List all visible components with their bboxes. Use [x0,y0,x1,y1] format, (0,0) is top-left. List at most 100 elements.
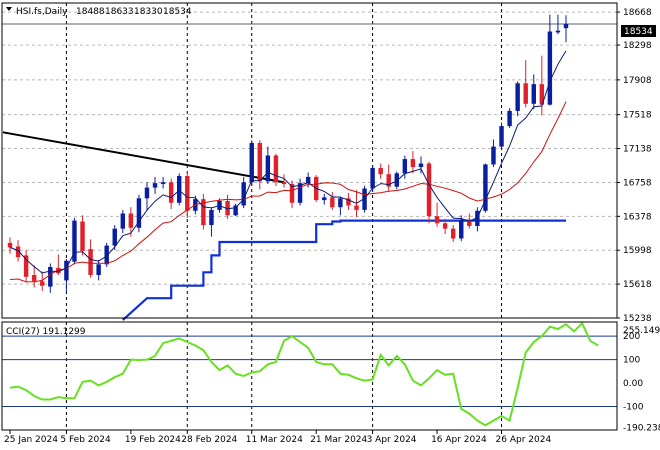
candle-body [281,182,287,185]
candle-body [72,220,77,262]
header-high: 18633 [105,7,134,17]
price-axis: 18668 18298 17908 17518 17138 16758 16378 15998… [617,8,652,324]
time-tick-label: 3 Apr 2024 [367,435,417,445]
fast-moving-average [9,50,567,274]
moving-averages [9,50,567,283]
candle-body [378,167,383,175]
cci-tick-label: 100 [623,356,640,366]
candle-body [338,198,343,208]
candle-body [394,173,399,187]
candle-body [555,30,561,33]
cci-tick-label: -190.2384 [623,424,660,434]
price-tick-label: 15998 [623,246,652,256]
candle-body [273,155,279,183]
candle-body [23,255,29,277]
trendline [2,131,285,184]
candle-body [410,159,416,168]
candle-body [386,174,391,187]
indicator-axis: 255.1494200 100 0.00 -100 -190.2384 [623,326,660,434]
time-tick-label: 11 Mar 2024 [246,435,303,445]
time-tick-label: 26 Apr 2024 [496,435,552,445]
candle-body [483,164,488,211]
candle-body [241,182,246,206]
candle-body [15,246,21,258]
candle-body [128,213,134,228]
candle-body [547,31,553,105]
last-price-badge [621,25,656,37]
candle-body [475,210,480,226]
candle-body [539,84,545,105]
header-open: 18488 [76,7,105,17]
time-tick-label: 28 Feb 2024 [181,435,237,445]
candle-body [499,126,504,147]
cci-tick-label: 200 [623,332,640,342]
cci-line [9,321,599,427]
candle-body [160,182,166,185]
indicator-panel-border [1,321,618,431]
time-tick-label: 25 Jan 2024 [4,435,58,445]
cci-tick-label: -100 [623,403,644,413]
candle-body [362,188,367,210]
time-tick-label: 21 Mar 2024 [310,435,367,445]
candle-body [225,200,230,216]
candle-body [201,199,206,226]
collapse-triangle-icon[interactable] [6,7,12,11]
candle-body [249,143,254,183]
price-tick-label: 15618 [623,280,652,290]
candle-body [297,183,303,203]
price-panel-border [1,2,618,319]
time-tick-label: 19 Feb 2024 [125,435,181,445]
candle-body [112,228,117,246]
header-low: 18330 [134,7,163,17]
price-grid [2,3,617,319]
price-tick-label: 16378 [623,212,652,222]
candle-body [515,83,520,111]
candle-body [31,275,37,282]
last-price-marker: 18534 [621,25,656,37]
candle-body [257,143,263,182]
candle-body [507,110,512,127]
trailing-stop-path [122,219,566,321]
price-tick-label: 18668 [623,8,652,18]
candle-body [322,197,327,201]
candle-body [104,245,109,265]
descending-trendline [2,131,285,184]
candle-body [450,228,456,239]
candle-body [434,216,440,224]
candle-body [305,176,311,184]
price-tick-label: 16758 [623,178,652,188]
candle-body [48,266,53,287]
cci-tick-label: 255.1494 [623,326,660,336]
candle-body [144,187,150,199]
candle-body [330,197,335,208]
chart-frame [1,2,618,431]
header-symbol: HSI.fs,Daily [16,7,68,17]
candle-body [442,223,448,229]
candle-body [177,176,182,203]
slow-moving-average [9,101,567,283]
chart-header: HSI.fs,Daily 18488 18633 18330 18534 [6,7,192,17]
cci-polyline [9,321,599,427]
price-tick-label: 18298 [623,41,652,51]
indicator-grid [2,322,617,430]
candle-body [467,219,472,226]
candle-body [136,198,142,228]
candle-body [426,163,432,217]
trailing-stop-line [122,219,566,321]
candle-body [64,260,69,281]
candle-body [402,159,408,174]
candle-body [531,84,536,104]
price-tick-label: 17908 [623,76,652,86]
candle-body [354,205,359,210]
candle-body [185,176,190,211]
cci-tick-label: 0.00 [623,379,643,389]
candle-body [40,281,45,286]
price-tick-label: 17138 [623,145,652,155]
time-axis: 25 Jan 2024 5 Feb 2024 19 Feb 2024 28 Feb 2… [4,430,551,445]
candle-body [120,213,126,229]
candles [7,14,569,293]
candle-body [346,198,351,206]
candle-body [56,267,61,274]
candle-body [168,182,174,203]
last-price-label: 18534 [624,27,653,37]
